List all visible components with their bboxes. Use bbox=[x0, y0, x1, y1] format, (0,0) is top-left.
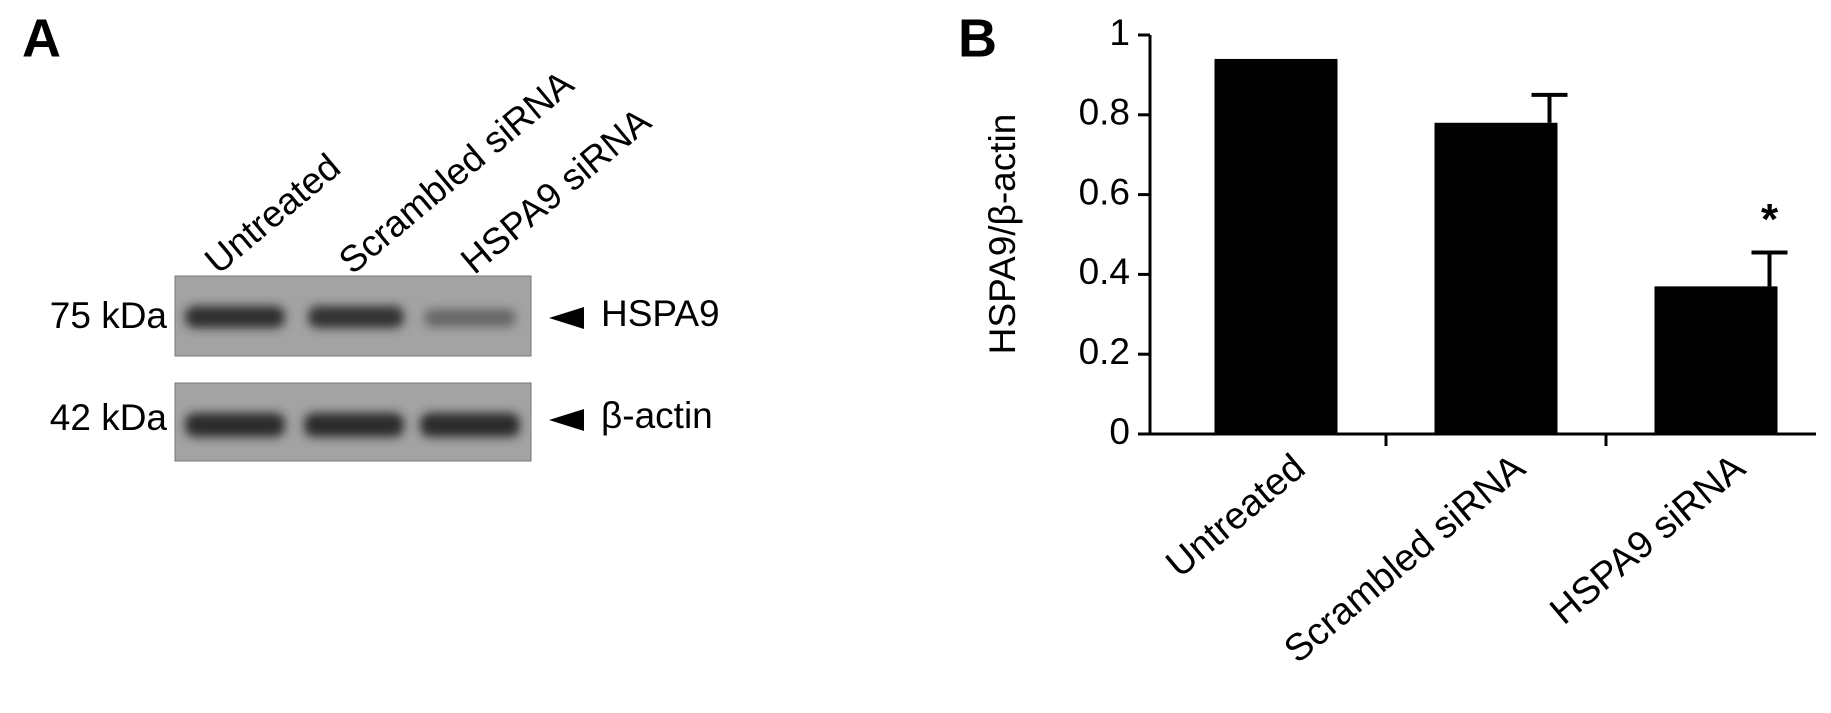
lane-label: Untreated bbox=[197, 146, 348, 282]
x-tick-label: Scrambled siRNA bbox=[1277, 446, 1534, 671]
x-tick-label: HSPA9 siRNA bbox=[1542, 446, 1753, 633]
y-tick-label: 0.6 bbox=[1079, 171, 1130, 212]
bar bbox=[1214, 58, 1338, 434]
protein-label: β-actin bbox=[601, 395, 713, 436]
blot-lane-labels: Untreated Scrambled siRNA HSPA9 siRNA bbox=[197, 62, 659, 281]
y-axis-label: HSPA9/β-actin bbox=[982, 114, 1023, 355]
arrow bbox=[549, 409, 584, 431]
bar bbox=[1654, 286, 1778, 434]
size-label: 42 kDa bbox=[50, 397, 168, 438]
x-tick-label: Untreated bbox=[1158, 446, 1313, 585]
blot-row: 42 kDa β-actin bbox=[50, 382, 713, 462]
significance-mark: * bbox=[1761, 195, 1779, 244]
band bbox=[308, 306, 404, 328]
arrow bbox=[549, 307, 584, 329]
y-tick-label: 0.2 bbox=[1079, 331, 1130, 372]
blot-row: 75 kDa HSPA9 bbox=[50, 275, 720, 357]
bar bbox=[1434, 122, 1558, 434]
protein-label: HSPA9 bbox=[601, 293, 720, 334]
panel-label: B bbox=[958, 8, 997, 68]
y-tick-label: 0.8 bbox=[1079, 92, 1130, 133]
band bbox=[424, 309, 516, 327]
size-label: 75 kDa bbox=[50, 295, 168, 336]
y-tick-label: 1 bbox=[1109, 12, 1130, 53]
y-tick-label: 0 bbox=[1109, 411, 1130, 452]
band bbox=[185, 413, 285, 437]
band bbox=[304, 413, 404, 437]
band bbox=[420, 413, 520, 437]
panel-label: A bbox=[22, 8, 61, 68]
y-tick-label: 0.4 bbox=[1079, 251, 1130, 292]
band bbox=[185, 306, 285, 328]
